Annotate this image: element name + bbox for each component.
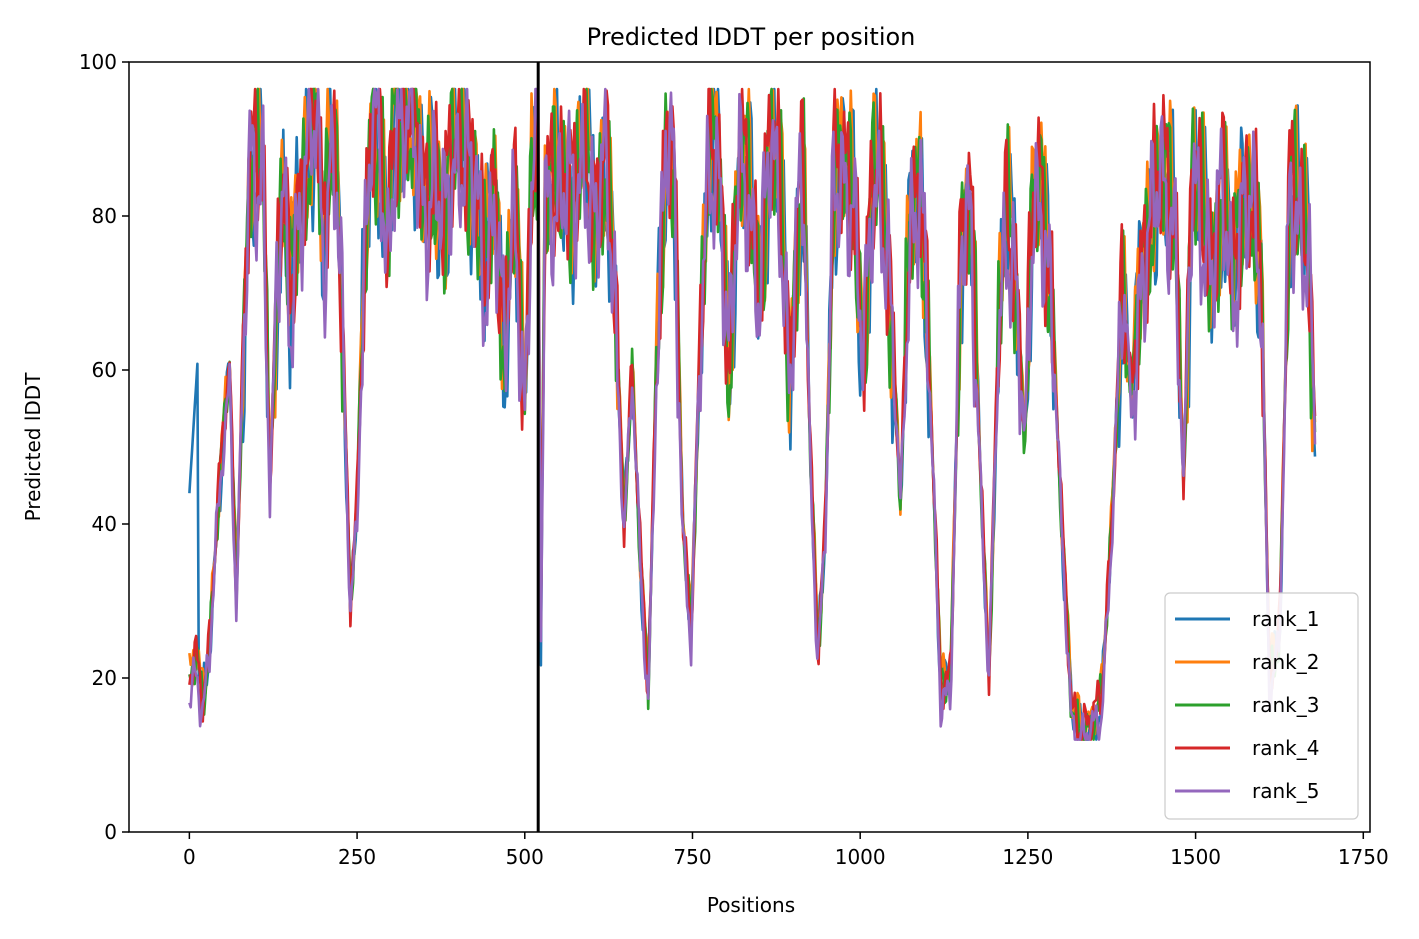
- x-tick-label-0: 0: [183, 845, 196, 869]
- x-tick-label-1: 250: [338, 845, 376, 869]
- legend: rank_1 rank_2 rank_3 rank_4 rank_5: [1164, 592, 1359, 820]
- x-tick-label-5: 1250: [1002, 845, 1053, 869]
- chart-title: Predicted lDDT per position: [587, 23, 916, 51]
- legend-label-rank-2: rank_2: [1252, 650, 1319, 674]
- y-tick-label-0: 0: [104, 820, 117, 844]
- x-axis: 0 250 500 750 1000 1250 1500 1750: [183, 832, 1389, 869]
- y-tick-label-4: 80: [92, 204, 117, 228]
- plot-frame: [128, 61, 1371, 833]
- y-tick-label-5: 100: [79, 50, 117, 74]
- y-axis: 0 20 40 60 80 100: [79, 50, 129, 844]
- legend-label-rank-1: rank_1: [1252, 607, 1319, 631]
- y-tick-label-1: 20: [92, 666, 117, 690]
- y-tick-label-2: 40: [92, 512, 117, 536]
- series-layer: [188, 87, 1317, 741]
- legend-frame: [1164, 592, 1359, 820]
- x-tick-label-4: 1000: [835, 845, 886, 869]
- legend-label-rank-4: rank_4: [1252, 736, 1319, 760]
- legend-label-rank-5: rank_5: [1252, 779, 1319, 803]
- series-line-rank-5: [188, 87, 1317, 741]
- x-tick-label-7: 1750: [1338, 845, 1389, 869]
- x-axis-title: Positions: [707, 893, 795, 917]
- x-tick-label-3: 750: [673, 845, 711, 869]
- x-tick-label-6: 1500: [1170, 845, 1221, 869]
- y-axis-title: Predicted lDDT: [21, 372, 45, 522]
- x-tick-label-2: 500: [506, 845, 544, 869]
- legend-label-rank-3: rank_3: [1252, 693, 1319, 717]
- y-tick-label-3: 60: [92, 358, 117, 382]
